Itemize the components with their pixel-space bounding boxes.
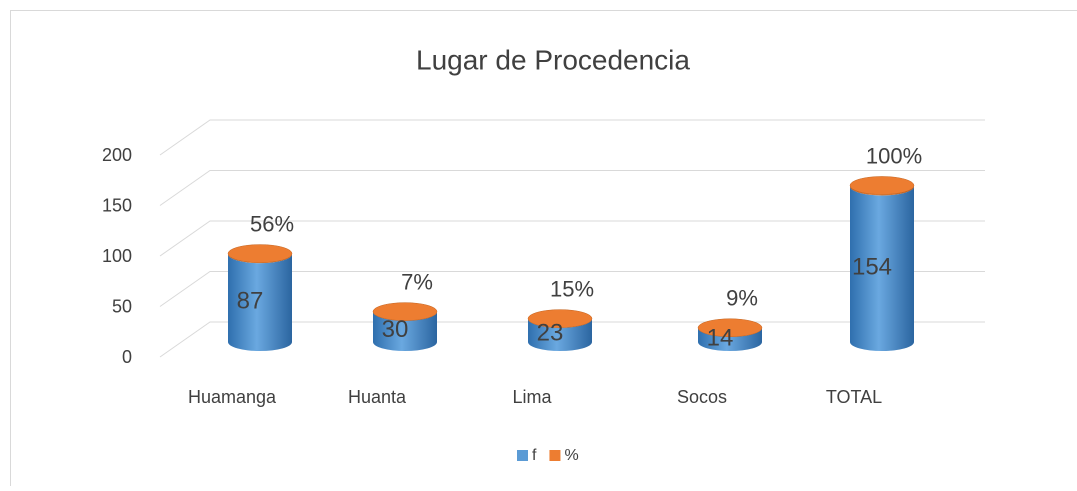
legend-swatch — [517, 450, 528, 461]
x-tick-label: Huanta — [348, 387, 407, 407]
y-tick-label: 200 — [102, 145, 132, 165]
y-tick-label: 50 — [112, 296, 132, 316]
data-label: 9% — [726, 286, 758, 311]
y-tick-label: 0 — [122, 347, 132, 367]
x-tick-label: Huamanga — [188, 387, 277, 407]
x-tick-label: Socos — [677, 387, 727, 407]
data-label: 15% — [550, 276, 594, 301]
legend-label: % — [564, 447, 578, 464]
data-label: 23 — [537, 320, 564, 347]
data-label: 7% — [401, 269, 433, 294]
cylinder — [228, 245, 292, 264]
cylinder — [850, 176, 914, 195]
chart-title: Lugar de Procedencia — [416, 44, 690, 75]
data-label: 100% — [866, 143, 922, 168]
data-label: 154 — [852, 254, 892, 281]
y-tick-label: 100 — [102, 246, 132, 266]
x-tick-label: TOTAL — [826, 387, 882, 407]
grid-line — [160, 120, 985, 155]
data-label: 56% — [250, 211, 294, 236]
data-label: 14 — [707, 324, 734, 351]
y-tick-label: 150 — [102, 195, 132, 215]
data-label: 87 — [237, 287, 264, 314]
data-label: 30 — [382, 316, 409, 343]
x-tick-label: Lima — [512, 387, 552, 407]
legend-swatch — [549, 450, 560, 461]
legend-label: f — [532, 447, 537, 464]
